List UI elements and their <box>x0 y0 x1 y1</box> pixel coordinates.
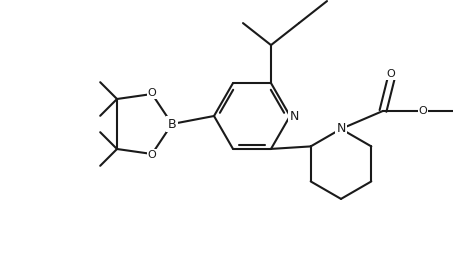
Text: O: O <box>148 150 156 160</box>
Text: O: O <box>386 69 395 79</box>
Text: N: N <box>336 122 346 135</box>
Text: B: B <box>168 118 176 130</box>
Text: O: O <box>419 106 427 116</box>
Text: O: O <box>148 88 156 98</box>
Text: N: N <box>289 110 299 122</box>
